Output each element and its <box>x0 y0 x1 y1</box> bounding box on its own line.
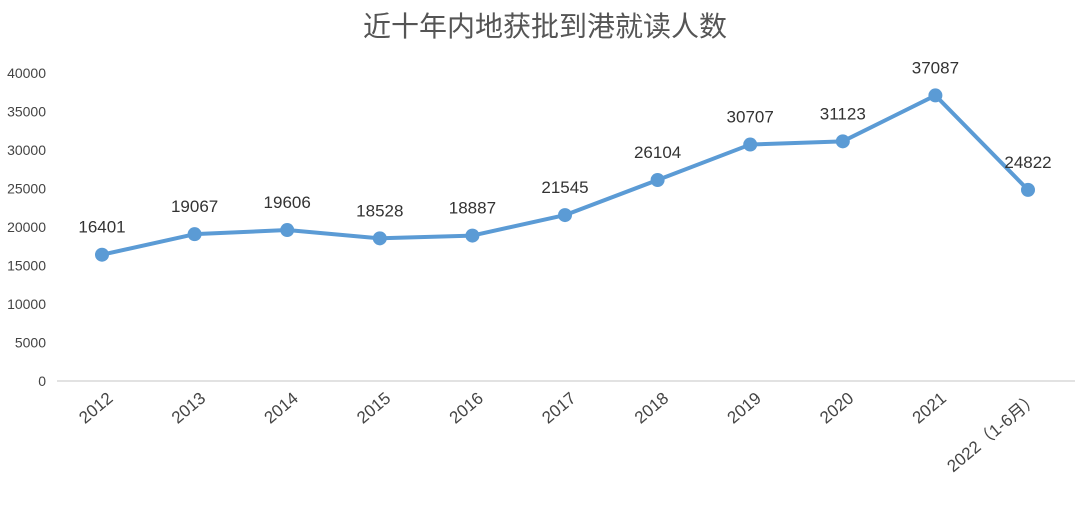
data-label: 18528 <box>356 201 403 220</box>
y-tick-label: 35000 <box>7 104 46 120</box>
data-label: 37087 <box>912 58 959 77</box>
y-axis-ticks: 0 5000 10000 15000 20000 25000 30000 35000 40000 <box>7 65 46 389</box>
data-label: 31123 <box>820 104 866 123</box>
y-tick-label: 15000 <box>7 258 46 274</box>
data-label: 19067 <box>171 197 218 216</box>
data-point <box>743 137 758 152</box>
data-labels: 16401 19067 19606 18528 18887 21545 26104 30707… <box>78 58 1051 236</box>
data-label: 16401 <box>78 218 125 237</box>
y-tick-label: 0 <box>38 373 46 389</box>
data-point <box>1021 182 1035 197</box>
x-tick-label: 2014 <box>261 389 302 428</box>
y-tick-label: 25000 <box>7 181 46 197</box>
data-point <box>372 231 387 246</box>
chart-title: 近十年内地获批到港就读人数 <box>363 10 727 43</box>
x-axis-ticks: 2012 2013 2014 2015 2016 2017 2018 2019 2020 2021… <box>75 389 1042 476</box>
data-point <box>928 88 943 103</box>
x-tick-label: 2018 <box>631 389 672 428</box>
series-line <box>101 93 1030 257</box>
data-point <box>835 134 850 149</box>
y-tick-label: 10000 <box>7 296 46 312</box>
data-label: 30707 <box>727 108 774 127</box>
x-tick-label: 2020 <box>816 389 857 428</box>
data-label: 24822 <box>1004 153 1051 172</box>
data-point <box>187 227 202 242</box>
x-tick-label: 2017 <box>538 389 579 428</box>
data-label: 21545 <box>541 178 588 197</box>
x-tick-label: 2013 <box>168 389 209 428</box>
data-point <box>95 247 109 262</box>
y-tick-label: 5000 <box>15 335 46 351</box>
data-label: 26104 <box>634 143 681 162</box>
y-tick-label: 20000 <box>7 219 46 235</box>
y-tick-label: 40000 <box>7 65 46 81</box>
x-tick-label: 2012 <box>75 389 116 428</box>
x-tick-label: 2015 <box>353 389 394 428</box>
data-point <box>465 228 480 243</box>
data-label: 18887 <box>449 199 496 218</box>
data-point <box>650 172 665 187</box>
y-tick-label: 30000 <box>7 142 46 158</box>
data-points <box>95 88 1035 262</box>
x-tick-label: 2022（1-6月） <box>943 389 1042 476</box>
data-point <box>280 223 295 238</box>
x-tick-label: 2021 <box>909 389 950 428</box>
x-tick-label: 2016 <box>446 389 487 428</box>
data-point <box>558 208 572 223</box>
data-label: 19606 <box>264 193 311 212</box>
x-tick-label: 2019 <box>724 389 765 428</box>
